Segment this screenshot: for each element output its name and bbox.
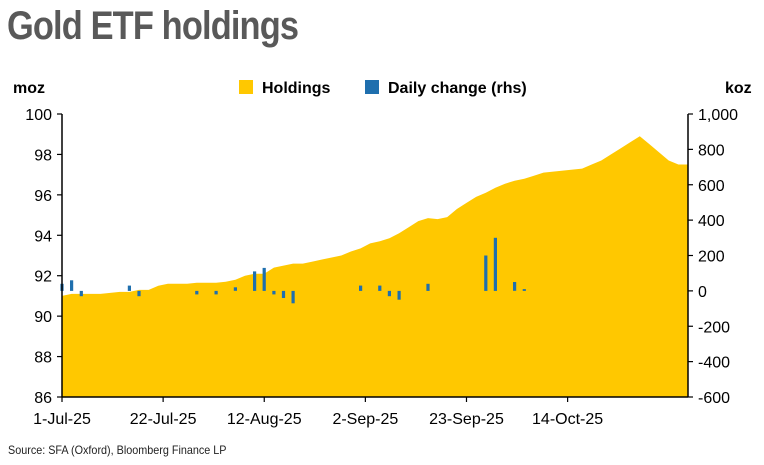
chart-area: Holdings Daily change (rhs) moz koz 100 9…: [13, 80, 752, 428]
right-tick-label: -600: [698, 390, 730, 407]
daily-change-bar: [522, 289, 526, 291]
left-tick-label: 92: [34, 269, 52, 286]
daily-change-bar: [281, 290, 286, 298]
right-tick-label: 600: [698, 178, 725, 195]
tick-labels: 100 98 96 94 92 90 88 86 1,000 800 600 400 200 0 -200 -…: [25, 107, 738, 428]
right-tick-label: 800: [698, 142, 725, 159]
daily-change-bar: [359, 285, 363, 291]
daily-change-bar: [378, 285, 382, 291]
daily-change-bar: [397, 290, 401, 300]
left-tick-label: 100: [25, 107, 52, 124]
x-tick-label: 22-Jul-25: [130, 411, 197, 428]
daily-change-bar: [70, 280, 74, 291]
right-tick-label: 200: [698, 249, 725, 266]
daily-change-bar: [233, 287, 237, 291]
daily-change-bar: [291, 290, 295, 304]
daily-change-bar: [253, 271, 257, 291]
left-tick-label: 94: [34, 228, 52, 245]
daily-change-bar: [387, 290, 391, 297]
left-tick-label: 98: [34, 147, 52, 164]
x-tick-label: 2-Sep-25: [332, 411, 398, 428]
right-axis-unit-label: koz: [725, 80, 752, 97]
x-tick-label: 14-Oct-25: [532, 411, 603, 428]
left-tick-label: 88: [34, 350, 52, 367]
left-tick-label: 86: [34, 390, 52, 407]
legend-holdings-label: Holdings: [262, 80, 331, 97]
daily-change-bar: [513, 282, 517, 291]
daily-change-bar: [426, 283, 430, 291]
legend: Holdings Daily change (rhs): [239, 80, 527, 97]
x-tick-label: 1-Jul-25: [33, 411, 91, 428]
daily-change-bar: [127, 285, 131, 291]
daily-change-bar: [493, 237, 497, 291]
right-tick-label: -400: [698, 355, 730, 372]
right-tick-label: -200: [698, 319, 730, 336]
daily-change-bar: [195, 290, 199, 295]
left-axis-unit-label: moz: [13, 80, 45, 97]
daily-change-bar: [79, 290, 83, 297]
holdings-area-layer: [62, 136, 688, 397]
x-tick-label: 23-Sep-25: [429, 411, 504, 428]
source-note: Source: SFA (Oxford), Bloomberg Finance …: [8, 443, 227, 457]
chart-title: Gold ETF holdings: [7, 4, 299, 48]
daily-change-bar: [262, 267, 266, 291]
daily-change-bar: [214, 290, 218, 295]
axes: [57, 113, 693, 402]
daily-change-bar: [272, 290, 276, 295]
left-tick-label: 90: [34, 309, 52, 326]
legend-daily-change-label: Daily change (rhs): [388, 80, 527, 97]
daily-change-bar: [484, 255, 488, 291]
holdings-area: [62, 136, 688, 397]
right-tick-label: 0: [698, 284, 707, 301]
right-tick-label: 400: [698, 213, 725, 230]
daily-change-bars: [60, 237, 526, 304]
x-tick-label: 12-Aug-25: [227, 411, 302, 428]
right-tick-label: 1,000: [698, 107, 738, 124]
legend-daily-change-swatch: [365, 80, 379, 94]
left-tick-label: 96: [34, 188, 52, 205]
legend-holdings-swatch: [239, 80, 253, 94]
daily-change-bar: [137, 290, 141, 297]
